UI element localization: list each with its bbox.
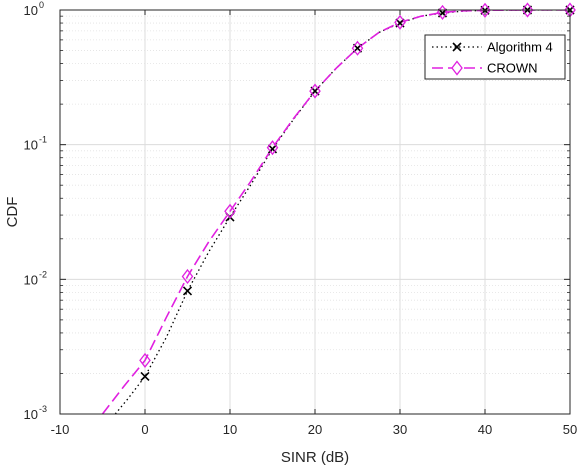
series-line-algorithm-4 bbox=[114, 10, 570, 414]
y-tick-label: 10 bbox=[24, 3, 38, 18]
y-tick-label: 10 bbox=[24, 407, 38, 422]
legend-label-algorithm-4: Algorithm 4 bbox=[487, 40, 553, 55]
marker-crown bbox=[181, 268, 194, 285]
x-tick-label: 0 bbox=[141, 422, 148, 437]
marker-algorithm-4 bbox=[182, 286, 193, 296]
y-tick-label-exponent: 0 bbox=[39, 0, 44, 10]
marker-stroke bbox=[140, 371, 150, 382]
legend: Algorithm 4 CROWN bbox=[424, 34, 566, 80]
x-tick-label: 50 bbox=[563, 422, 577, 437]
y-tick-label: 10 bbox=[24, 272, 38, 287]
legend-label-crown: CROWN bbox=[487, 61, 538, 76]
marker-crown bbox=[266, 140, 279, 156]
marker-crown bbox=[224, 203, 236, 219]
y-axis-label: CDF bbox=[4, 197, 21, 228]
marker-crown bbox=[394, 14, 406, 30]
y-tick-label-exponent: -3 bbox=[39, 404, 47, 414]
marker-crown bbox=[139, 352, 151, 368]
marker-stroke bbox=[182, 286, 193, 296]
grid bbox=[60, 10, 570, 414]
marker-algorithm-4 bbox=[140, 371, 150, 382]
x-tick-label: 20 bbox=[308, 422, 322, 437]
series-layer bbox=[101, 2, 576, 414]
x-tick-label: 40 bbox=[478, 422, 492, 437]
legend-box bbox=[424, 34, 566, 80]
marker-crown bbox=[351, 40, 364, 56]
marker-crown bbox=[521, 2, 534, 18]
x-tick-label: 10 bbox=[223, 422, 237, 437]
x-axis-label: SINR (dB) bbox=[281, 449, 349, 466]
x-tick-labels: -10 0 10 20 30 40 50 bbox=[51, 422, 578, 437]
marker-crown bbox=[479, 2, 491, 18]
ticks bbox=[59, 9, 571, 415]
legend-marker-crown bbox=[451, 60, 463, 76]
legend-marker-algorithm-4 bbox=[452, 42, 462, 52]
y-tick-label-exponent: -1 bbox=[39, 135, 47, 145]
marker-crown bbox=[309, 83, 321, 99]
y-tick-label-exponent: -2 bbox=[39, 269, 47, 279]
x-tick-label: -10 bbox=[51, 422, 70, 437]
x-tick-label: 30 bbox=[393, 422, 407, 437]
y-tick-label: 10 bbox=[24, 138, 38, 153]
